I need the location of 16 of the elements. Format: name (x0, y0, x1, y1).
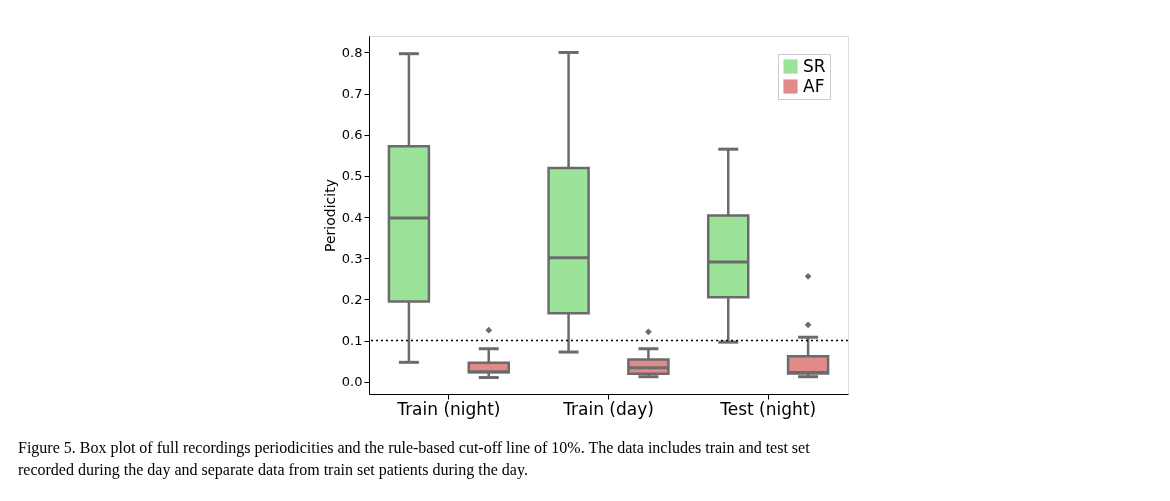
y-tick-label: 0.7 (341, 86, 363, 102)
x-tick-label: Train (day) (562, 398, 654, 419)
caption: Figure 5. Box plot of full recordings periodicities and the rule-based cut-off line of 10%. The data includes train and test set recorded during the day and separate data from train set patients during the day. (18, 439, 811, 479)
y-tick-label: 0.2 (341, 291, 363, 307)
y-tick-label: 0.3 (341, 250, 363, 266)
y-tick-label: 0.6 (341, 127, 363, 143)
legend-label: SR (803, 55, 826, 76)
legend-label: AF (803, 75, 825, 96)
y-axis-title: Periodicity (321, 179, 338, 252)
y-tick-label: 0.1 (341, 333, 363, 349)
y-tick-label: 0.8 (341, 44, 363, 60)
y-tick-label: 0.4 (341, 209, 363, 225)
x-tick-label: Test (night) (719, 398, 817, 419)
x-tick-label: Train (night) (396, 398, 501, 419)
y-tick-label: 0.5 (341, 168, 363, 184)
y-tick-label: 0.0 (341, 374, 363, 390)
